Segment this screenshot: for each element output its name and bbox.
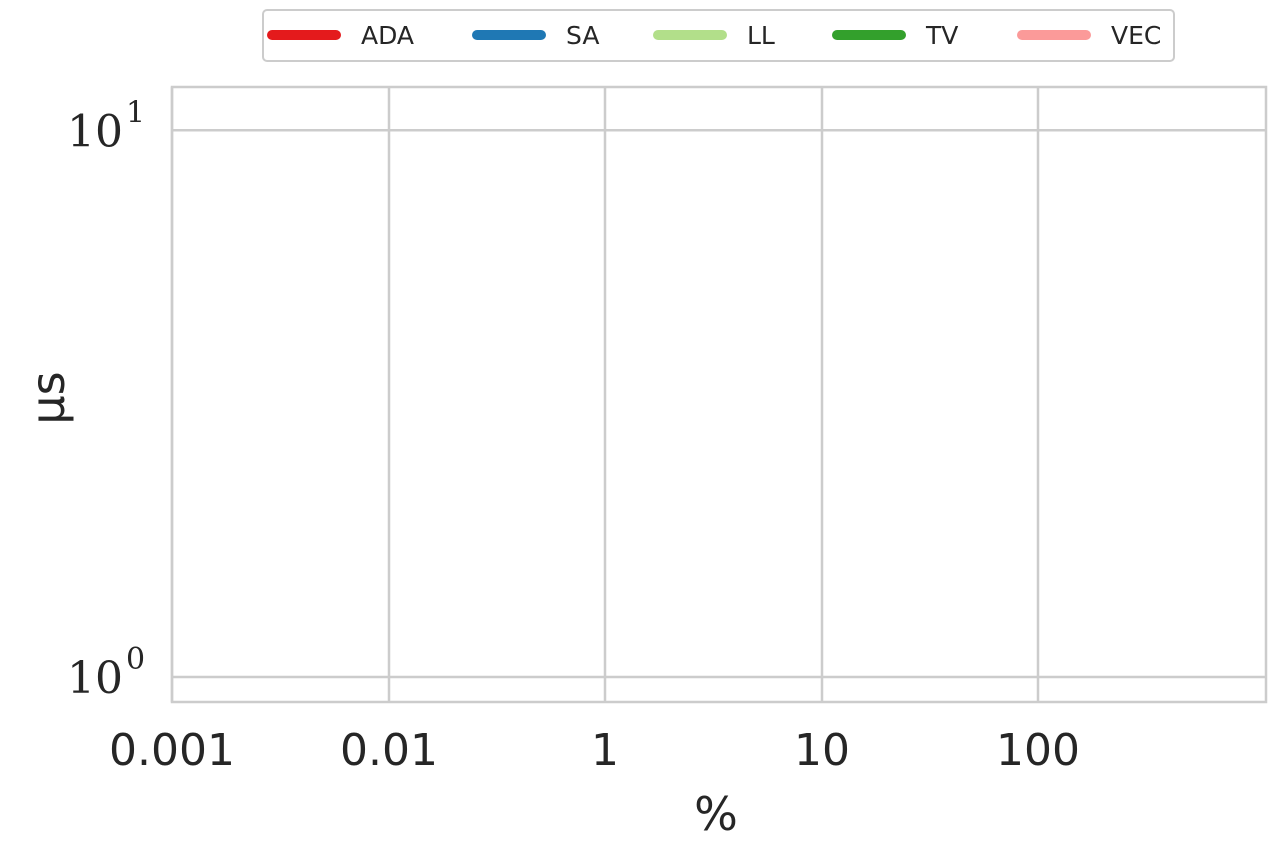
x-axis-label: %	[694, 787, 738, 841]
legend-entry: VEC	[1017, 21, 1161, 50]
legend-label: TV	[925, 21, 958, 50]
legend-label: VEC	[1111, 21, 1161, 50]
y-tick-exponent: 1	[126, 95, 145, 130]
x-tick-label: 0.001	[109, 725, 235, 776]
legend-entry: SA	[472, 21, 599, 50]
legend-label: SA	[566, 21, 599, 50]
x-tick-label: 100	[996, 725, 1080, 776]
legend: ADA SA LL TV VEC	[262, 9, 1175, 62]
y-axis-label: μs	[21, 371, 75, 424]
x-axis-ticks: 0.001 0.01 1 10 100	[109, 725, 1080, 776]
legend-entry: ADA	[267, 21, 414, 50]
x-tick-label: 1	[591, 725, 619, 776]
plot-frame	[170, 85, 1268, 704]
y-tick-base: 10	[67, 653, 123, 704]
plot-area	[170, 85, 1268, 704]
x-tick-label: 0.01	[340, 725, 438, 776]
y-tick-base: 10	[67, 106, 123, 157]
legend-label: ADA	[361, 21, 414, 50]
legend-label: LL	[747, 21, 775, 50]
legend-entry: TV	[832, 21, 958, 50]
plot-background	[172, 87, 1266, 702]
legend-entry: LL	[653, 21, 775, 50]
y-tick-label: 10 0	[67, 642, 145, 704]
y-tick-label: 10 1	[67, 95, 145, 157]
x-tick-label: 10	[794, 725, 850, 776]
y-tick-exponent: 0	[126, 642, 145, 677]
